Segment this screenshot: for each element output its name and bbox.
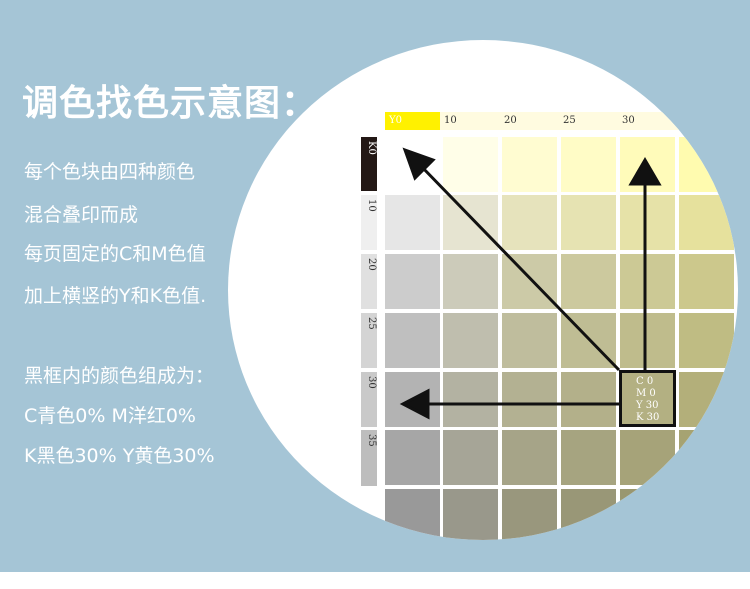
k-label: 10	[361, 195, 377, 250]
y-label: 30	[618, 112, 698, 130]
color-cell	[443, 372, 498, 427]
color-cell	[502, 137, 557, 192]
color-cell	[620, 313, 675, 368]
color-cell	[620, 372, 675, 427]
k-label: 25	[361, 313, 377, 368]
page-title: 调色找色示意图：	[22, 83, 319, 124]
arrow-left-icon	[399, 388, 430, 420]
color-cell	[443, 254, 498, 309]
color-cell	[502, 489, 557, 540]
result-line: K黑色30% Y黄色30%	[24, 445, 215, 467]
color-cell	[443, 195, 498, 250]
y-label: 10	[440, 112, 500, 130]
description-line: 混合叠印而成	[24, 204, 139, 226]
magnifier-circle: Y0 10 20 25 30 K0 10 20 25 30 35	[228, 40, 738, 540]
color-cell	[620, 195, 675, 250]
color-cell	[385, 195, 440, 250]
arrow-up-icon	[628, 157, 662, 186]
selected-k: K 30	[636, 412, 660, 423]
result-line: C青色0% M洋红0%	[24, 405, 196, 427]
color-cell	[561, 489, 616, 540]
color-cell	[679, 137, 734, 192]
color-cell	[679, 489, 734, 540]
color-cell	[443, 489, 498, 540]
color-cell	[443, 430, 498, 485]
description-line: 加上横竖的Y和K色值.	[24, 285, 207, 307]
y-label: Y0	[385, 112, 440, 130]
color-cell	[502, 372, 557, 427]
k-label: 35	[361, 430, 377, 486]
description-line: 每个色块由四种颜色	[24, 161, 196, 183]
color-cell	[385, 430, 440, 485]
color-cell	[561, 137, 616, 192]
color-cell	[443, 313, 498, 368]
arrow-up-left-icon	[402, 147, 436, 181]
color-cell	[679, 254, 734, 309]
y-label: 25	[559, 112, 618, 130]
diagonal-arrow-line	[418, 163, 621, 372]
color-cell	[620, 430, 675, 485]
color-cell	[561, 254, 616, 309]
color-cell	[561, 195, 616, 250]
selected-m: M 0	[636, 388, 656, 399]
color-cell	[443, 137, 498, 192]
description-line: 每页固定的C和M色值	[24, 243, 206, 265]
selected-c: C 0	[636, 376, 654, 387]
y-label: 20	[500, 112, 559, 130]
color-cell	[502, 313, 557, 368]
k-label: K0	[361, 137, 377, 191]
k-label: 20	[361, 254, 377, 309]
color-cell	[679, 372, 734, 427]
selected-y: Y 30	[636, 400, 659, 411]
color-cell	[679, 430, 734, 485]
color-cell	[502, 254, 557, 309]
color-cell	[561, 430, 616, 485]
color-cell	[502, 195, 557, 250]
color-cell	[502, 430, 557, 485]
color-cell	[620, 254, 675, 309]
color-cell	[385, 254, 440, 309]
color-cell	[679, 195, 734, 250]
k-label: 30	[361, 372, 377, 427]
color-cell	[385, 489, 440, 540]
color-cell	[679, 313, 734, 368]
color-cell	[561, 372, 616, 427]
selected-swatch-box: C 0 M 0 Y 30 K 30	[619, 370, 676, 427]
color-cell	[620, 489, 675, 540]
color-cell	[385, 313, 440, 368]
result-line: 黑框内的颜色组成为：	[24, 365, 215, 387]
